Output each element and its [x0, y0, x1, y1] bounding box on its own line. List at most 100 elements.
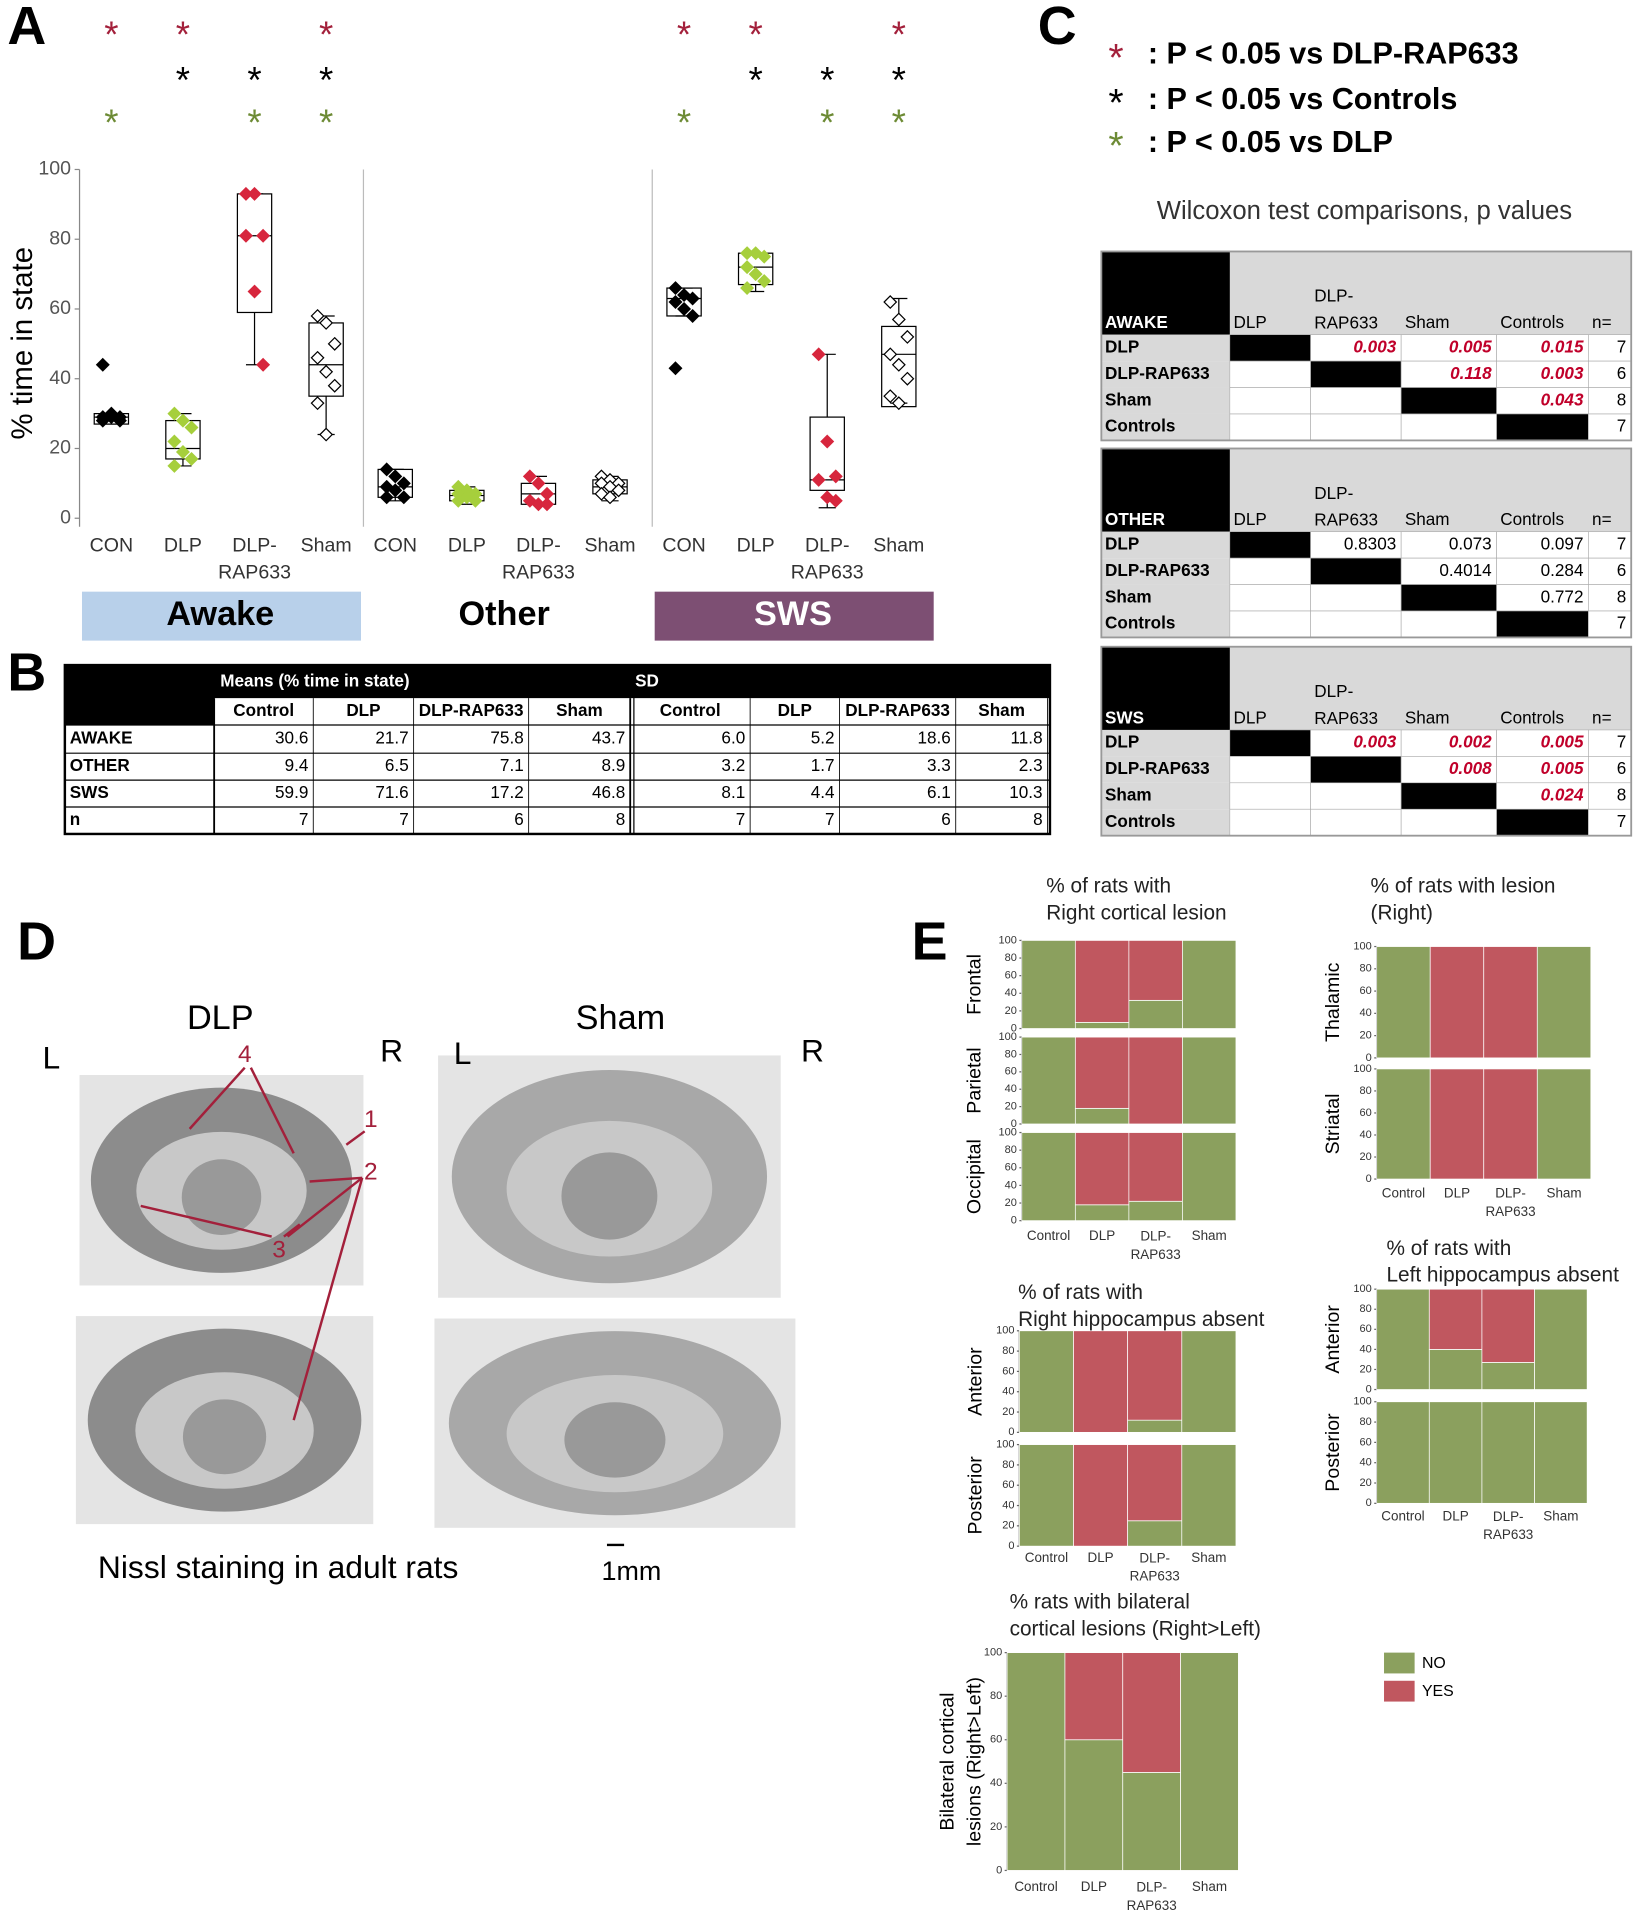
- brain-core: [564, 1402, 666, 1478]
- y-tick-label: 60: [49, 297, 71, 319]
- table-cell: 8.1: [721, 782, 745, 802]
- panel-letter: C: [1038, 0, 1077, 56]
- table-cell-bg: [1310, 413, 1402, 441]
- data-point: [379, 462, 394, 477]
- bar-yes: [1428, 1288, 1483, 1350]
- bar-yes: [1481, 1288, 1535, 1363]
- x-tick-label: DLP-RAP633: [1130, 1550, 1180, 1583]
- y-tick-label: 40: [1005, 987, 1017, 999]
- y-tick-label: 60: [1005, 1066, 1017, 1078]
- table-row-header: [1101, 782, 1230, 810]
- bar-yes: [1074, 940, 1130, 1023]
- bar-no: [1376, 946, 1431, 1059]
- x-tick-label: Control: [1027, 1228, 1070, 1243]
- table-column-header: n=: [1592, 509, 1612, 529]
- table-cell: 6.1: [927, 782, 951, 802]
- table-row-label: DLP-RAP633: [1105, 758, 1210, 778]
- x-tick-label: DLP-RAP633: [502, 535, 575, 584]
- y-tick-label: 20: [1360, 1363, 1372, 1375]
- table-title: Wilcoxon test comparisons, p values: [1157, 197, 1572, 225]
- y-tick-label: 20: [1002, 1406, 1014, 1418]
- y-tick-label: 100: [999, 1126, 1017, 1138]
- y-tick-label: 40: [49, 367, 71, 389]
- data-point: [891, 396, 906, 411]
- table-cell-bg: [1496, 557, 1589, 585]
- data-point: [540, 497, 554, 512]
- y-tick-label: 40: [1360, 1343, 1372, 1355]
- table-cell: 0.003: [1541, 363, 1584, 383]
- table-column-header: Sham: [1405, 707, 1450, 727]
- table-cell: 0.008: [1449, 758, 1492, 778]
- data-point: [327, 336, 342, 351]
- bar-no: [1376, 1288, 1430, 1390]
- x-tick-label: Sham: [1543, 1508, 1578, 1523]
- significance-mark: *: [247, 102, 261, 143]
- table-cell-bg: [1310, 557, 1402, 585]
- y-tick-label: 100: [999, 1031, 1017, 1043]
- data-point: [685, 291, 700, 306]
- y-tick-label: 60: [1360, 1436, 1372, 1448]
- chart-title: % of rats with Right hippocampus absent: [1018, 1280, 1264, 1330]
- data-point: [828, 493, 843, 508]
- significance-mark: *: [892, 102, 906, 143]
- table-cell-bg: [1400, 334, 1497, 362]
- table-cell-bg: [1229, 387, 1311, 415]
- table-row-label: DLP: [1105, 533, 1139, 553]
- table-cell-bg: [1310, 808, 1402, 836]
- table-group-header: SD: [635, 671, 659, 691]
- annotation-number: 3: [272, 1237, 286, 1264]
- table-cell: 7: [1617, 732, 1627, 752]
- table-cell: 0.005: [1449, 336, 1492, 356]
- x-tick-label: Control: [1382, 1185, 1425, 1200]
- data-point: [748, 267, 763, 282]
- y-tick-label: 0: [1366, 1383, 1372, 1395]
- table-row-header: [1101, 809, 1230, 836]
- legend-swatch: [1384, 1680, 1415, 1702]
- table-border: [1100, 250, 1633, 442]
- y-tick-label: 80: [1002, 1345, 1014, 1357]
- table-cell-bg: [1496, 584, 1589, 612]
- significance-mark: *: [820, 59, 834, 100]
- y-axis-label: % time in state: [6, 247, 39, 440]
- x-tick-label: DLP: [1444, 1185, 1470, 1200]
- data-point: [883, 347, 898, 362]
- y-tick-label: 20: [1005, 1197, 1017, 1209]
- table-cell: 8: [1033, 809, 1043, 829]
- data-point: [891, 357, 906, 372]
- y-tick-label: 0: [1366, 1052, 1372, 1064]
- panel-letter: B: [7, 642, 46, 702]
- bar-no: [1181, 1444, 1237, 1547]
- x-tick-label: DLP: [1087, 1550, 1113, 1565]
- bar-no: [1127, 1419, 1183, 1433]
- significance-mark: *: [104, 14, 118, 55]
- table-row-label: Controls: [1105, 811, 1175, 831]
- y-tick-label: 40: [1002, 1386, 1014, 1398]
- significance-mark: *: [319, 59, 333, 100]
- table-cell-bg: [1229, 782, 1311, 810]
- table-cell: 7: [299, 809, 309, 829]
- y-tick-label: 100: [1353, 940, 1371, 952]
- data-point: [95, 357, 110, 372]
- data-point: [883, 295, 898, 309]
- table-column-header: Sham: [978, 700, 1025, 720]
- table-cell-bg: [1588, 360, 1632, 388]
- panel-label: Striatal: [1322, 1094, 1344, 1155]
- x-tick-label: DLP: [164, 535, 202, 557]
- panel-label: Thalamic: [1322, 962, 1344, 1042]
- bar-no: [1127, 1520, 1183, 1547]
- table-cell-bg: [1400, 729, 1497, 757]
- bar-no: [1536, 1068, 1592, 1180]
- y-tick-label: 40: [1360, 1129, 1372, 1141]
- table-cell-bg: [1588, 413, 1632, 441]
- bar-yes: [1127, 1330, 1183, 1421]
- table-cell: 5.2: [811, 728, 835, 748]
- table-row-label: Sham: [1105, 785, 1152, 805]
- table-row-label: Controls: [1105, 613, 1175, 633]
- data-point: [811, 347, 826, 362]
- data-point: [310, 396, 325, 411]
- data-point: [740, 260, 755, 275]
- table-cell: 2.3: [1019, 755, 1043, 775]
- table-cell: 6: [514, 809, 524, 829]
- group-label: Awake: [166, 595, 274, 633]
- data-point: [668, 281, 683, 296]
